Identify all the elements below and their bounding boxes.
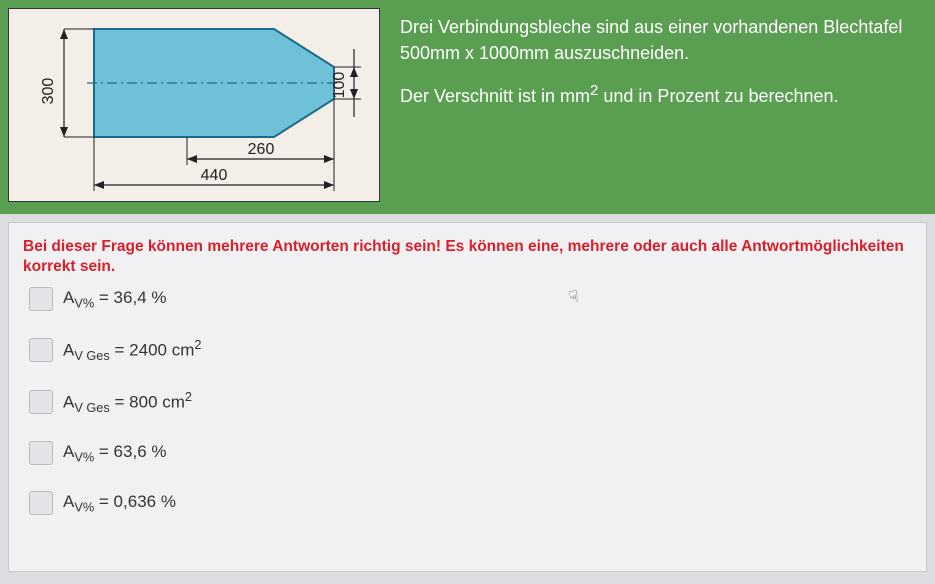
answers-panel: Bei dieser Frage können mehrere Antworte… xyxy=(8,222,927,572)
checkbox[interactable] xyxy=(29,390,53,414)
answer-option[interactable]: AV% = 36,4 % xyxy=(23,287,912,311)
checkbox[interactable] xyxy=(29,491,53,515)
dim-260-label: 260 xyxy=(248,141,275,158)
question-p1: Drei Verbindungsbleche sind aus einer vo… xyxy=(400,14,917,66)
answer-option[interactable]: AV% = 63,6 % xyxy=(23,441,912,465)
dim-right-label: 100 xyxy=(331,72,348,99)
dim-left-label: 300 xyxy=(40,78,57,105)
answer-label: AV% = 36,4 % xyxy=(63,288,167,310)
dim-440-label: 440 xyxy=(201,167,228,184)
answer-label: AV Ges = 2400 cm2 xyxy=(63,337,201,363)
question-text: Drei Verbindungsbleche sind aus einer vo… xyxy=(400,8,927,123)
checkbox[interactable] xyxy=(29,338,53,362)
checkbox[interactable] xyxy=(29,441,53,465)
multi-answer-hint: Bei dieser Frage können mehrere Antworte… xyxy=(23,237,912,277)
answer-option[interactable]: AV Ges = 2400 cm2 xyxy=(23,337,912,363)
checkbox[interactable] xyxy=(29,287,53,311)
answer-option[interactable]: AV% = 0,636 % xyxy=(23,491,912,515)
page: 300 100 260 xyxy=(0,0,935,584)
answer-label: AV% = 63,6 % xyxy=(63,442,167,464)
question-p2: Der Verschnitt ist in mm2 und in Prozent… xyxy=(400,80,917,109)
answer-label: AV% = 0,636 % xyxy=(63,492,176,514)
answer-label: AV Ges = 800 cm2 xyxy=(63,389,192,415)
answer-option[interactable]: AV Ges = 800 cm2 xyxy=(23,389,912,415)
diagram: 300 100 260 xyxy=(8,8,380,202)
